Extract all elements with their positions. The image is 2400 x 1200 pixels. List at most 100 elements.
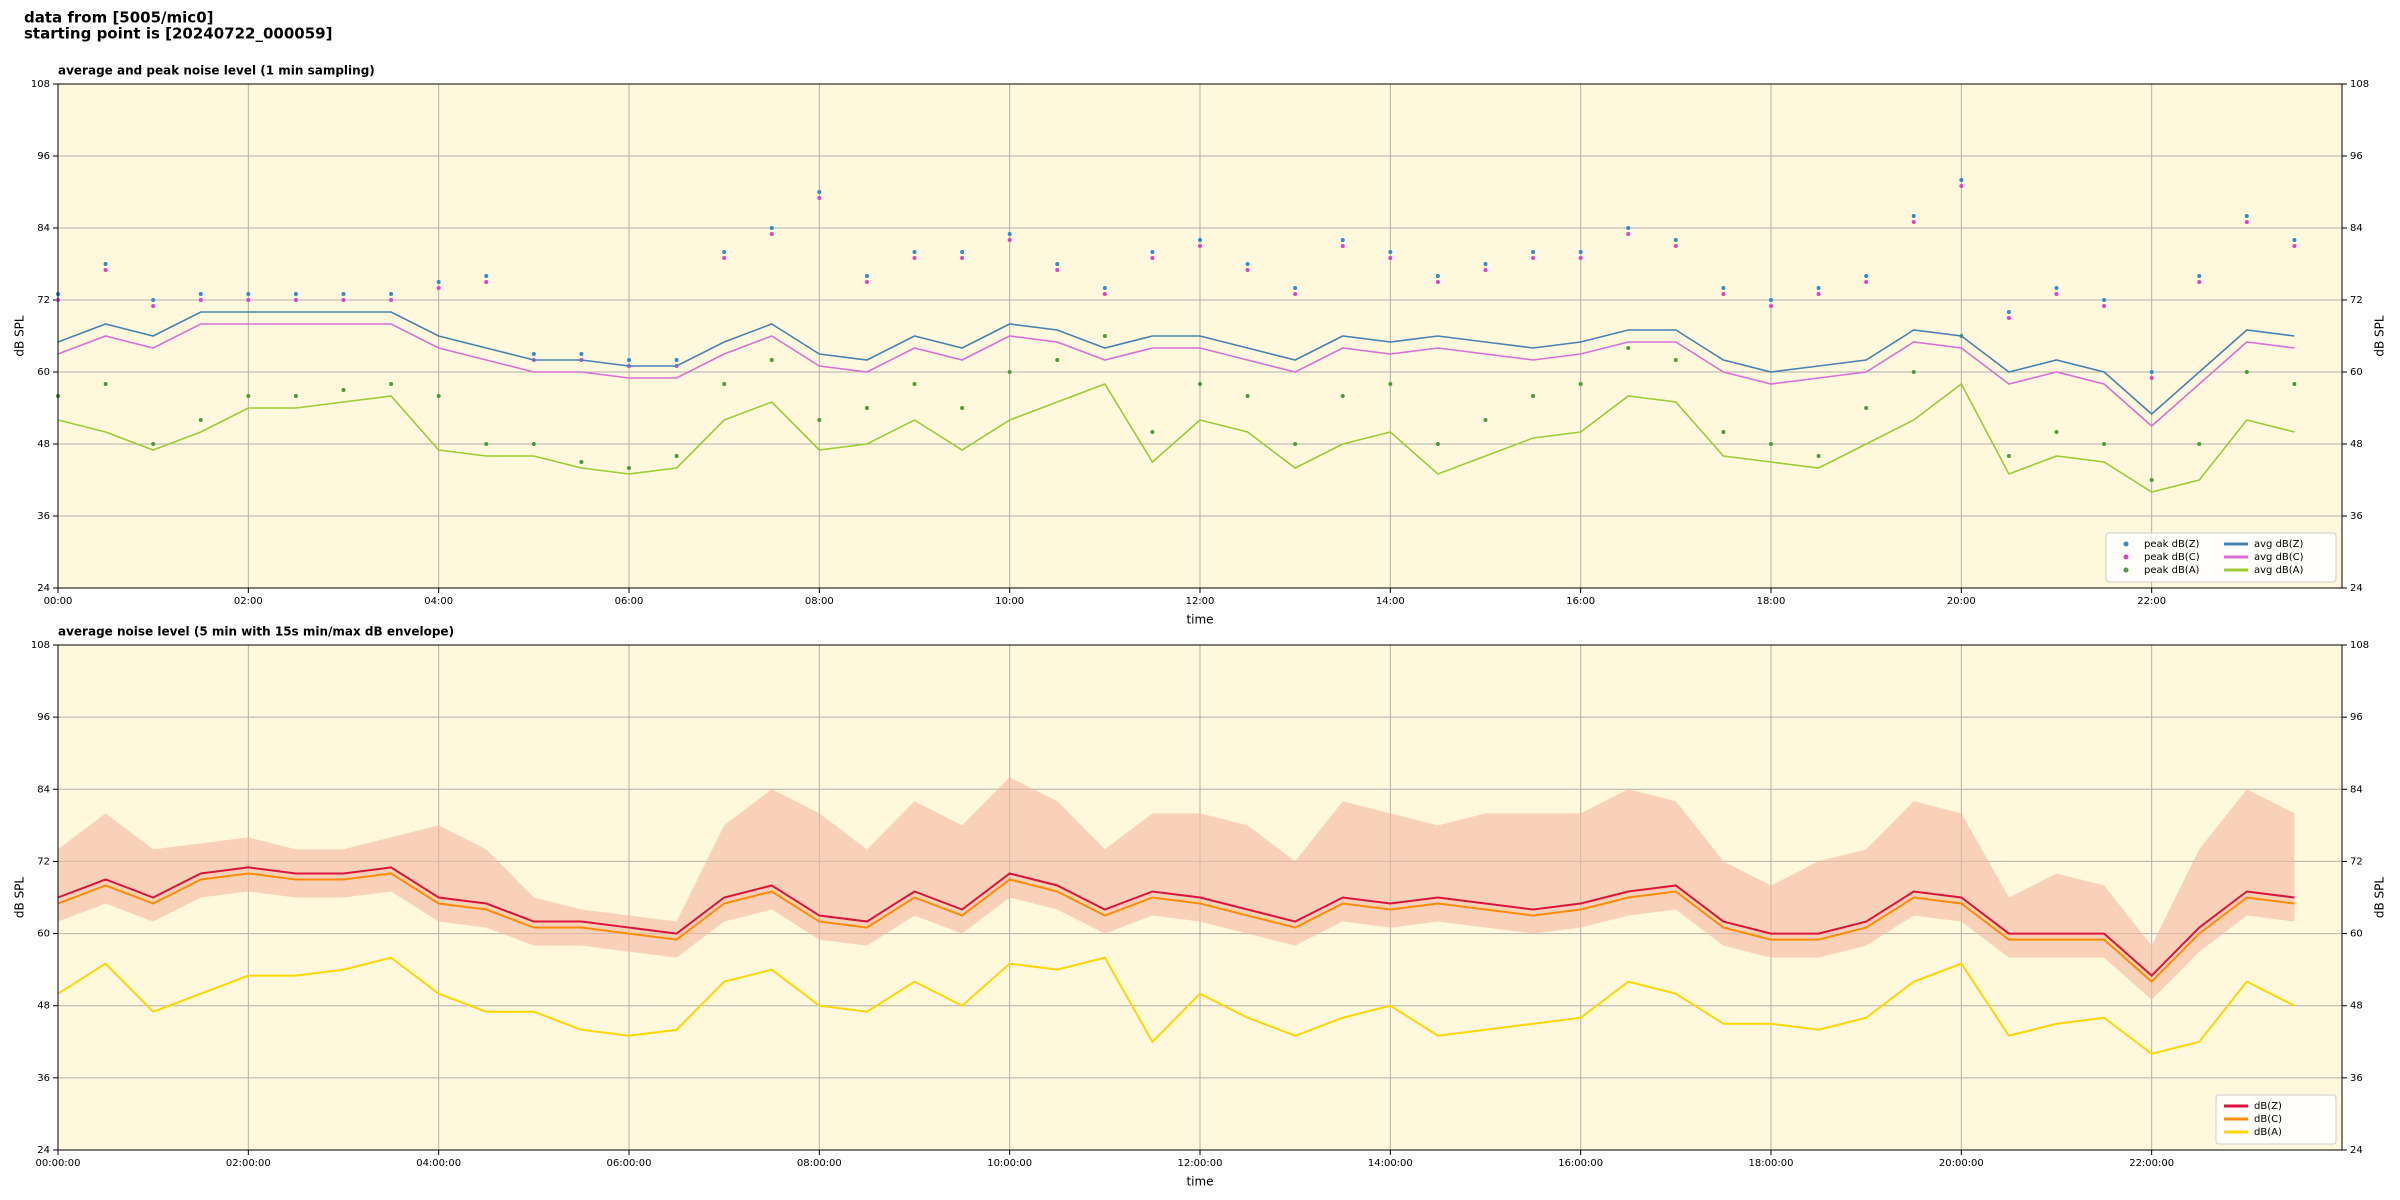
- peak-dot: [2244, 370, 2249, 374]
- x-tick-label: 18:00:00: [1749, 1158, 1794, 1169]
- peak-dot: [1055, 268, 1060, 272]
- x-tick-label: 20:00: [1947, 596, 1976, 607]
- peak-dot: [2006, 316, 2011, 320]
- peak-dot: [1435, 274, 1440, 278]
- x-tick-label: 10:00: [995, 596, 1024, 607]
- peak-dot: [1816, 454, 1821, 458]
- legend-marker: [2123, 554, 2129, 560]
- x-tick-label: 04:00:00: [416, 1158, 461, 1169]
- peak-dot: [1721, 286, 1726, 290]
- x-tick-label: 12:00: [1186, 596, 1215, 607]
- legend-label: peak dB(C): [2144, 552, 2200, 563]
- y-tick-label: 48: [37, 439, 50, 450]
- peak-dot: [864, 274, 869, 278]
- x-tick-label: 14:00: [1376, 596, 1405, 607]
- peak-dot: [1007, 370, 1012, 374]
- peak-dot: [1864, 274, 1869, 278]
- peak-dot: [1435, 442, 1440, 446]
- legend-label: avg dB(Z): [2254, 539, 2304, 550]
- x-tick-label: 08:00: [805, 596, 834, 607]
- y-tick-label: 108: [2350, 640, 2369, 651]
- peak-dot: [2149, 376, 2154, 380]
- x-axis-label: time: [1186, 1175, 1213, 1189]
- peak-dot: [2197, 280, 2202, 284]
- x-tick-label: 18:00: [1757, 596, 1786, 607]
- peak-dot: [103, 268, 108, 272]
- peak-dot: [960, 406, 965, 410]
- peak-dot: [817, 196, 822, 200]
- plot-frame: [57, 644, 2343, 1151]
- y-tick-label: 108: [31, 640, 50, 651]
- peak-dot: [2054, 286, 2059, 290]
- peak-dot: [674, 454, 679, 458]
- peak-dot: [1578, 382, 1583, 386]
- x-tick-label: 16:00: [1566, 596, 1595, 607]
- peak-dot: [1816, 292, 1821, 296]
- peak-dot: [769, 226, 774, 230]
- x-tick-label: 00:00: [44, 596, 73, 607]
- y-tick-label: 48: [2350, 1001, 2363, 1012]
- peak-dot: [2197, 442, 2202, 446]
- y-axis-label: dB SPL: [2373, 877, 2387, 919]
- peak-dot: [198, 298, 203, 302]
- y-tick-label: 72: [37, 856, 50, 867]
- peak-dot: [1198, 382, 1202, 386]
- peak-dot: [1721, 430, 1726, 434]
- peak-dot: [341, 292, 346, 296]
- legend-marker: [2123, 567, 2129, 573]
- peak-dot: [1102, 334, 1107, 338]
- peak-dot: [1959, 184, 1964, 188]
- peak-dot: [1055, 358, 1060, 362]
- peak-dot: [627, 466, 631, 470]
- peak-dot: [1435, 280, 1440, 284]
- legend-marker: [2123, 541, 2129, 547]
- peak-dot: [531, 442, 536, 446]
- peak-dot: [1483, 268, 1488, 272]
- peak-dot: [341, 388, 346, 392]
- peak-dot: [1007, 238, 1012, 242]
- peak-dot: [2292, 382, 2297, 386]
- y-tick-label: 60: [37, 367, 50, 378]
- peak-dot: [1864, 280, 1869, 284]
- y-tick-label: 36: [2350, 511, 2363, 522]
- peak-dot: [2006, 310, 2011, 314]
- x-tick-label: 20:00:00: [1939, 1158, 1984, 1169]
- peak-dot: [1293, 292, 1298, 296]
- plot-frame: [57, 83, 2343, 589]
- series-line: [57, 872, 2295, 984]
- peak-dot: [2244, 214, 2249, 218]
- peak-dot: [1150, 256, 1155, 260]
- peak-dot: [1293, 442, 1298, 446]
- peak-dot: [389, 298, 394, 302]
- peak-dot: [389, 292, 394, 296]
- peak-dot: [1911, 214, 1916, 218]
- y-tick-label: 36: [37, 1073, 50, 1084]
- peak-dot: [1388, 256, 1393, 260]
- legend-label: dB(Z): [2254, 1101, 2282, 1112]
- peak-dot: [1673, 238, 1678, 242]
- peak-dot: [246, 298, 251, 302]
- peak-dot: [1578, 250, 1583, 254]
- y-tick-label: 72: [37, 295, 50, 306]
- y-axis-label: dB SPL: [13, 877, 27, 919]
- peak-dot: [1626, 226, 1631, 230]
- y-tick-label: 60: [37, 929, 50, 940]
- legend-label: peak dB(A): [2144, 565, 2200, 576]
- peak-dot: [389, 382, 394, 386]
- y-tick-label: 96: [37, 151, 50, 162]
- peak-dot: [1245, 268, 1250, 272]
- y-tick-label: 36: [2350, 1073, 2363, 1084]
- peak-dot: [1673, 244, 1678, 248]
- peak-dot: [769, 232, 774, 236]
- legend-label: dB(A): [2254, 1127, 2282, 1138]
- peak-dot: [864, 280, 869, 284]
- series-line: [57, 311, 2295, 416]
- peak-dot: [912, 256, 917, 260]
- peak-dot: [674, 358, 679, 362]
- peak-dot: [198, 418, 203, 422]
- y-tick-label: 24: [37, 583, 50, 594]
- series-line: [57, 382, 2295, 493]
- peak-dot: [1769, 298, 1773, 302]
